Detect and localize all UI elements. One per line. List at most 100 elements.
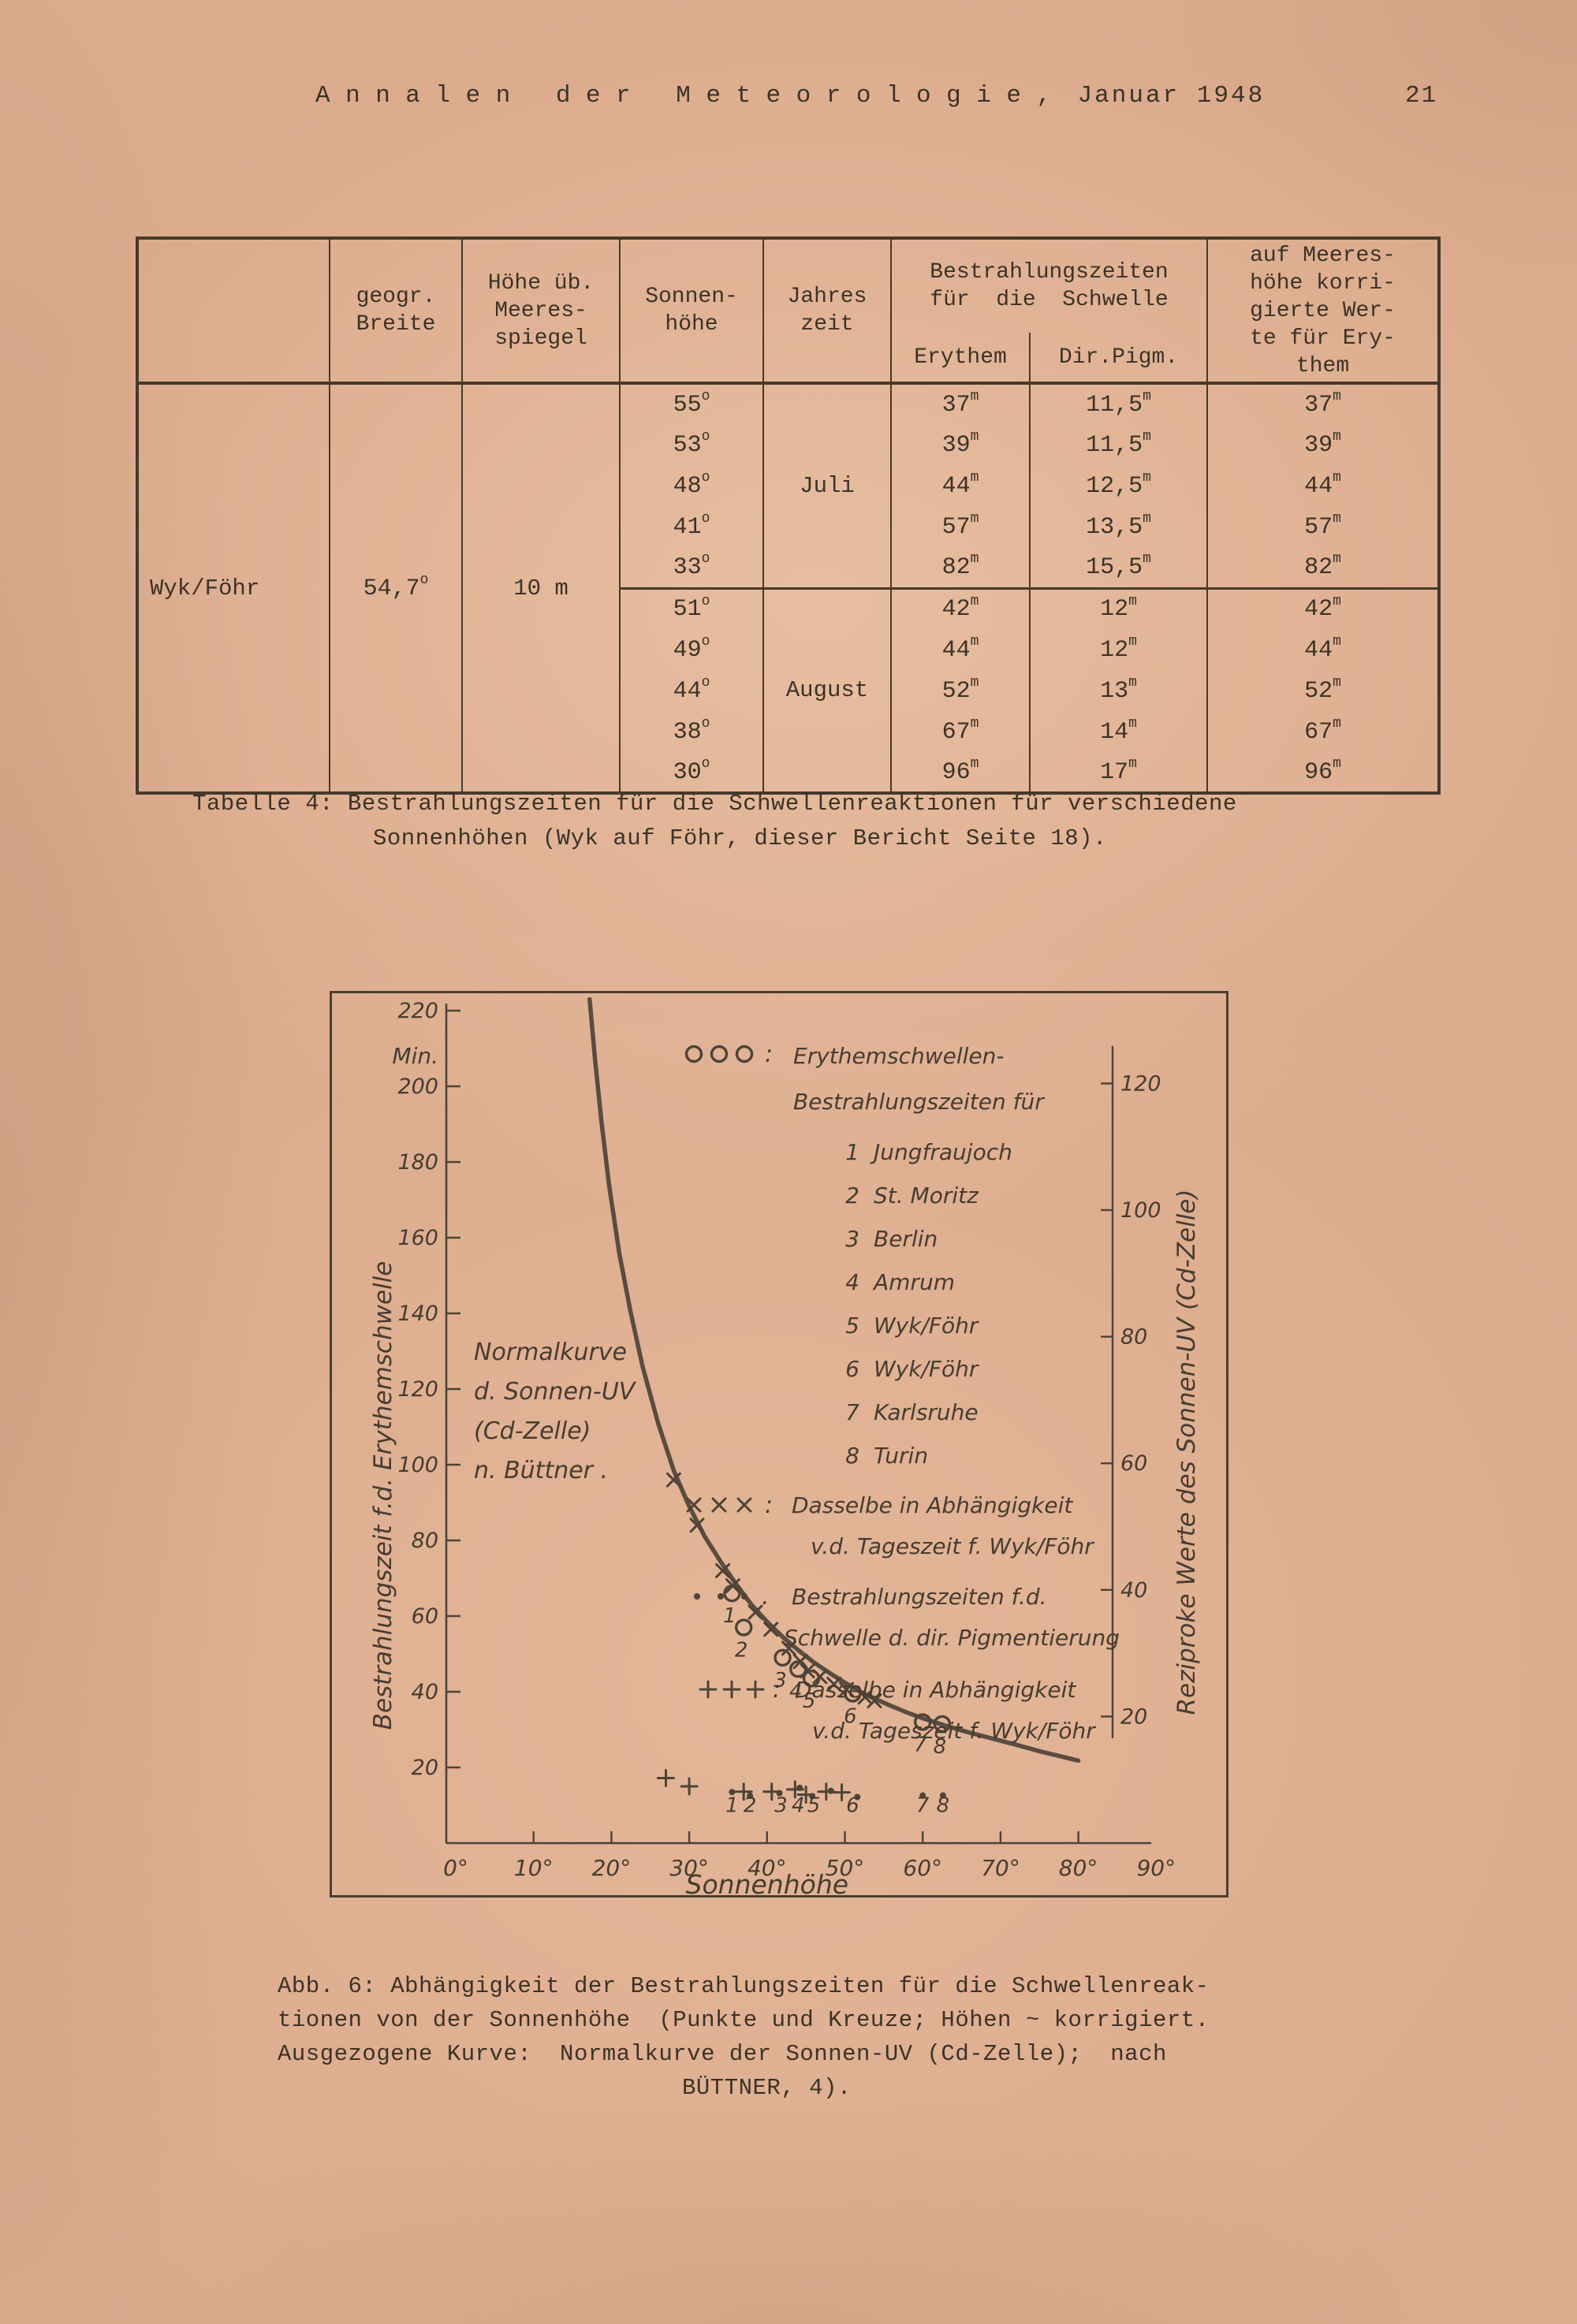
cell-korrigiert: 44m	[1207, 629, 1439, 670]
tageszeit-x-marker	[857, 1689, 873, 1705]
unit: o	[701, 674, 710, 691]
legend-plus-symbol	[699, 1680, 718, 1699]
annotation-line: (Cd-Zelle)	[474, 1417, 591, 1445]
header-line: Breite	[356, 312, 436, 337]
table-header-cell: Höhe üb. Meeres-spiegel	[462, 238, 621, 385]
unit: o	[701, 633, 710, 650]
unit: m	[1128, 755, 1137, 772]
legend-plus-symbol	[746, 1680, 765, 1699]
station-name: St. Moritz	[874, 1182, 979, 1209]
erythem-circle-marker	[774, 1648, 792, 1667]
erythem-circle-marker	[933, 1715, 952, 1733]
value: 44	[941, 636, 971, 664]
value: 12,5	[1086, 472, 1143, 500]
table-row: 30o 96m 17m 96m	[137, 752, 1439, 793]
cell-season: Juli	[763, 383, 892, 588]
journal-title: Annalen der Meteorologie,	[315, 82, 1067, 110]
header-line: Jahres	[787, 285, 867, 309]
unit: m	[970, 593, 979, 609]
y-right-tick-label: 80	[1120, 1325, 1147, 1350]
unit: m	[970, 388, 979, 404]
cell-dirpigm: 11,5m	[1030, 383, 1209, 424]
value: 51	[673, 596, 702, 624]
bestrahlung-table: geogr. Breite Höhe üb. Meeres-spiegel Sonnen…	[136, 236, 1441, 795]
cell-dirpigm: 13,5m	[1030, 506, 1209, 547]
y-left-tick-label: 80	[412, 1529, 438, 1553]
y-right-tick-label: 120	[1120, 1071, 1161, 1096]
figure-caption-line-3: Ausgezogene Kurve: Normalkurve der Sonne…	[278, 2041, 1167, 2067]
cell-sonnenhoehe: 48o	[620, 465, 764, 506]
station-number: 1	[845, 1139, 859, 1165]
cell-erythem: 67m	[891, 711, 1031, 752]
value: 12	[1100, 596, 1129, 624]
header-line: Sonnen-	[645, 285, 738, 309]
circle-number-label: 1	[723, 1604, 736, 1628]
table-caption-line-2: Sonnenhöhen (Wyk auf Föhr, dieser Berich…	[373, 825, 1107, 851]
station-name: Karlsruhe	[874, 1399, 979, 1425]
tageszeit-x-marker	[725, 1578, 740, 1594]
table-body: Wyk/Föhr 54,7o 10 m 55o Juli 37m 11,5m 37m 53o 39…	[137, 383, 1440, 793]
table-caption-line-1: Tabelle 4: Bestrahlungszeiten für die Sc…	[192, 791, 1237, 817]
header-line: them	[1296, 353, 1350, 378]
legend-separator: :	[765, 1041, 773, 1068]
value: 52	[941, 677, 971, 705]
circle-number-label: 2	[735, 1638, 748, 1662]
cell-sonnenhoehe: 33o	[620, 547, 764, 588]
station-name: Wyk/Föhr	[874, 1313, 979, 1339]
tageszeit-x-marker	[715, 1562, 731, 1578]
unit: m	[1143, 469, 1151, 486]
legend-text: Erythemschwellen-	[793, 1043, 1005, 1069]
bottom-number-label: 2	[744, 1794, 757, 1818]
value: 44	[1304, 636, 1333, 664]
unit: o	[701, 715, 710, 732]
table-row: 38o 67m 14m 67m	[137, 711, 1439, 752]
y-left-tick-label: 180	[397, 1150, 438, 1175]
circle-number-label: 5	[803, 1689, 816, 1713]
header-line: zeit	[800, 312, 854, 337]
table-row: 53o 39m 11,5m 39m	[137, 424, 1439, 465]
bottom-number-label: 6	[846, 1794, 859, 1818]
legend-text: Dasselbe in Abhängigkeit	[795, 1677, 1076, 1703]
station-number: 2	[845, 1182, 859, 1209]
erythem-circle-marker	[914, 1713, 932, 1731]
station-name: Jungfraujoch	[870, 1139, 1012, 1165]
cell-erythem: 57m	[891, 506, 1031, 547]
y-left-tick-label: 200	[397, 1074, 438, 1099]
cell-erythem: 37m	[891, 383, 1031, 424]
header-line: höhe	[665, 312, 718, 337]
bottom-number-label: 4	[792, 1794, 805, 1818]
cell-altitude: 10 m	[462, 383, 621, 793]
x-tick-label: 40°	[747, 1855, 787, 1881]
bottom-number-label: 3	[774, 1794, 788, 1818]
unit: m	[970, 674, 979, 691]
normal-curve	[587, 996, 1081, 1763]
unit: m	[970, 469, 979, 486]
unit: m	[1333, 633, 1341, 650]
table-header-cell: Jahres zeit	[763, 238, 892, 385]
value: 52	[1304, 677, 1333, 705]
cell-korrigiert: 44m	[1207, 465, 1439, 506]
cell-korrigiert: 39m	[1207, 424, 1439, 465]
station-number: 3	[845, 1226, 859, 1252]
legend-text: Bestrahlungszeiten f.d.	[792, 1584, 1047, 1610]
value: 67	[941, 718, 971, 746]
cell-dirpigm: 17m	[1030, 752, 1209, 793]
tageszeit-x-marker	[826, 1676, 842, 1692]
table-header-cell: Bestrahlungszeiten für die Schwelle	[891, 238, 1209, 333]
header-line: Höhe üb.	[487, 270, 595, 296]
station-number: 6	[845, 1356, 859, 1382]
value: 96	[941, 758, 971, 786]
pigment-dot-marker	[729, 1789, 736, 1796]
y-left-tick-label: 60	[412, 1604, 438, 1629]
tageszeit-x-marker	[812, 1669, 828, 1685]
legend-dot-symbol	[694, 1593, 700, 1600]
value: 37	[941, 391, 971, 419]
cell-korrigiert: 82m	[1207, 547, 1439, 588]
cell-sonnenhoehe: 51o	[620, 587, 764, 629]
value: 49	[673, 636, 702, 664]
cell-erythem: 39m	[891, 424, 1031, 465]
cell-station: Wyk/Föhr	[137, 383, 330, 793]
annotation-line: Normalkurve	[474, 1339, 627, 1366]
unit: m	[970, 551, 979, 568]
unit: m	[1333, 388, 1341, 404]
